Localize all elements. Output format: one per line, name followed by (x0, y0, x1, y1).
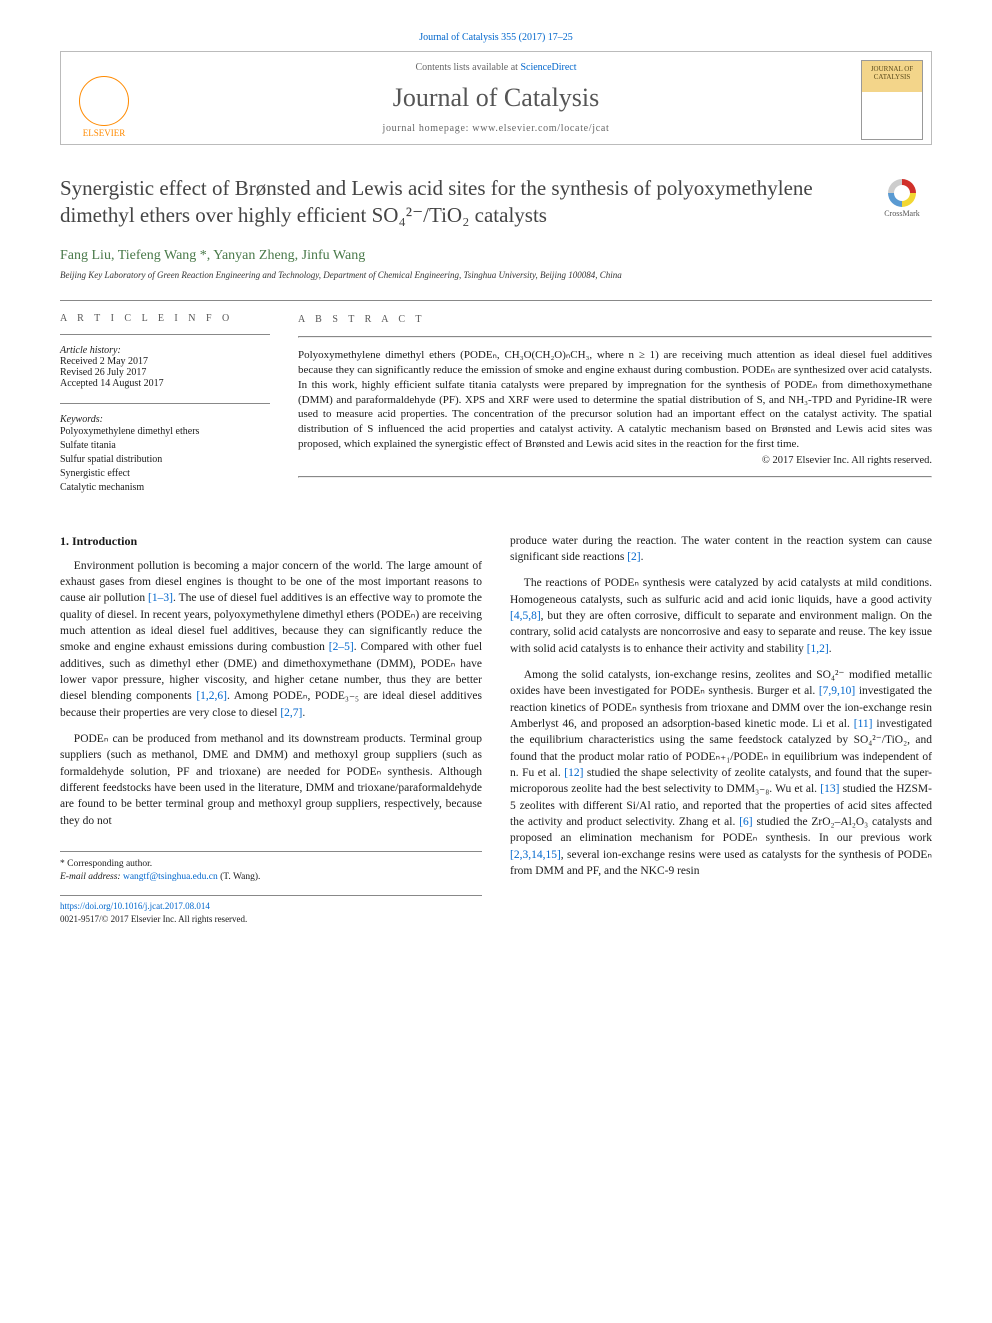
homepage-link[interactable]: www.elsevier.com/locate/jcat (472, 123, 609, 134)
divider (60, 403, 270, 404)
elsevier-tree-icon (79, 76, 129, 126)
intro-paragraph-1: Environment pollution is becoming a majo… (60, 558, 482, 721)
history-accepted: Accepted 14 August 2017 (60, 378, 164, 389)
cover-line-2: CATALYSIS (862, 73, 922, 81)
keyword: Sulfate titania (60, 440, 116, 451)
journal-cover-thumbnail[interactable]: JOURNAL OF CATALYSIS (861, 60, 923, 140)
homepage-prefix: journal homepage: (382, 123, 472, 134)
divider (60, 300, 932, 301)
contents-prefix: Contents lists available at (415, 62, 520, 73)
citation-link[interactable]: Journal of Catalysis 355 (2017) 17–25 (419, 32, 573, 43)
intro-paragraph-2: PODEₙ can be produced from methanol and … (60, 731, 482, 829)
homepage-line: journal homepage: www.elsevier.com/locat… (151, 123, 841, 134)
history-revised: Revised 26 July 2017 (60, 367, 146, 378)
intro-paragraph-5: Among the solid catalysts, ion-exchange … (510, 667, 932, 879)
divider (298, 476, 932, 478)
crossmark-icon (888, 179, 916, 207)
keyword: Catalytic mechanism (60, 482, 144, 493)
intro-paragraph-3: produce water during the reaction. The w… (510, 533, 932, 566)
abstract-column: A B S T R A C T Polyoxymethylene dimethy… (298, 313, 932, 509)
crossmark-label: CrossMark (884, 209, 920, 218)
doi-link[interactable]: https://doi.org/10.1016/j.jcat.2017.08.0… (60, 901, 210, 911)
email-attribution: (T. Wang). (220, 872, 260, 882)
history-received: Received 2 May 2017 (60, 356, 148, 367)
keyword: Synergistic effect (60, 468, 130, 479)
article-title: Synergistic effect of Brønsted and Lewis… (60, 175, 932, 230)
journal-masthead: ELSEVIER JOURNAL OF CATALYSIS Contents l… (60, 51, 932, 145)
body-two-column: 1. Introduction Environment pollution is… (60, 533, 932, 926)
elsevier-label: ELSEVIER (83, 128, 126, 138)
section-heading-intro: 1. Introduction (60, 533, 482, 550)
intro-paragraph-4: The reactions of PODEₙ synthesis were ca… (510, 575, 932, 657)
journal-name: Journal of Catalysis (151, 83, 841, 113)
abstract-copyright: © 2017 Elsevier Inc. All rights reserved… (298, 454, 932, 468)
abstract-text: Polyoxymethylene dimethyl ethers (PODEₙ,… (298, 348, 932, 452)
cover-line-1: JOURNAL OF (862, 65, 922, 73)
email-label: E-mail address: (60, 872, 123, 882)
divider (298, 336, 932, 338)
author-list: Fang Liu, Tiefeng Wang *, Yanyan Zheng, … (60, 248, 932, 264)
divider (60, 334, 270, 335)
history-heading: Article history: (60, 345, 121, 356)
abstract-label: A B S T R A C T (298, 313, 932, 327)
header-citation: Journal of Catalysis 355 (2017) 17–25 (60, 32, 932, 43)
article-info-label: A R T I C L E I N F O (60, 313, 270, 324)
elsevier-logo[interactable]: ELSEVIER (69, 60, 139, 138)
article-info-column: A R T I C L E I N F O Article history: R… (60, 313, 270, 509)
corresponding-author-footer: * Corresponding author. E-mail address: … (60, 851, 482, 926)
right-column: produce water during the reaction. The w… (510, 533, 932, 926)
left-column: 1. Introduction Environment pollution is… (60, 533, 482, 926)
keyword: Polyoxymethylene dimethyl ethers (60, 426, 199, 437)
footer-bottom: https://doi.org/10.1016/j.jcat.2017.08.0… (60, 895, 482, 926)
corresponding-label: * Corresponding author. (60, 858, 482, 871)
sciencedirect-link[interactable]: ScienceDirect (520, 62, 576, 73)
issn-line: 0021-9517/© 2017 Elsevier Inc. All right… (60, 914, 247, 924)
author-email-link[interactable]: wangtf@tsinghua.edu.cn (123, 872, 218, 882)
keywords-heading: Keywords: (60, 414, 103, 425)
crossmark-badge[interactable]: CrossMark (872, 179, 932, 219)
keyword: Sulfur spatial distribution (60, 454, 162, 465)
affiliation: Beijing Key Laboratory of Green Reaction… (60, 270, 932, 280)
contents-available-line: Contents lists available at ScienceDirec… (151, 62, 841, 73)
